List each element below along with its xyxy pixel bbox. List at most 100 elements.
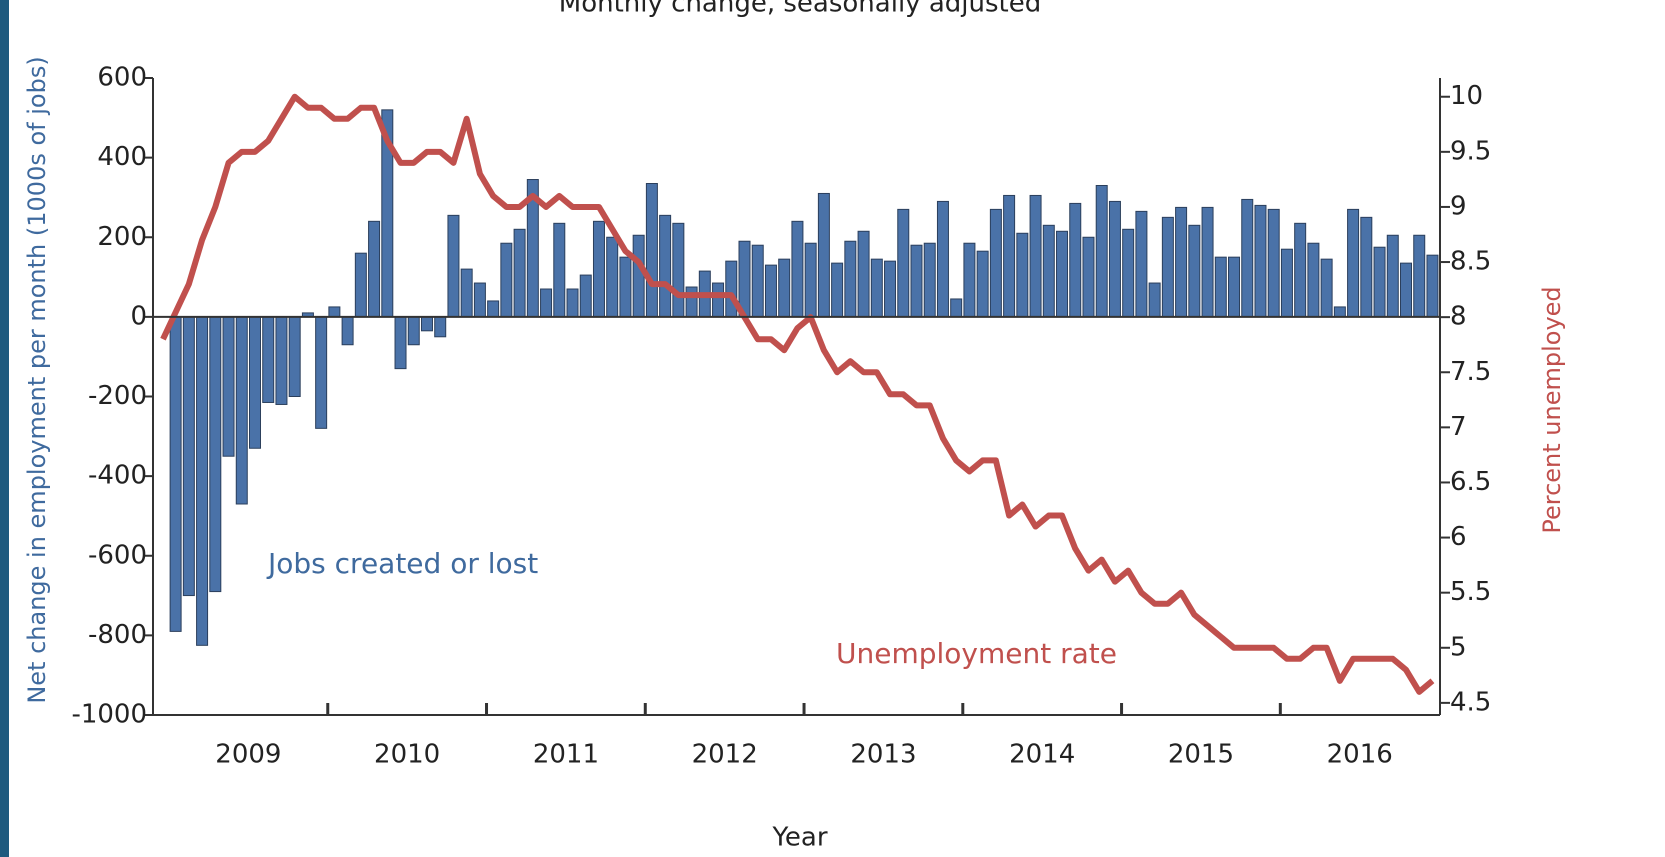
bar	[989, 208, 1002, 318]
bar	[1029, 194, 1042, 318]
bar	[1228, 256, 1241, 318]
bar	[950, 298, 963, 318]
bar	[1042, 224, 1055, 318]
bar	[1347, 208, 1360, 318]
bar	[1400, 262, 1413, 318]
bar	[619, 256, 632, 318]
bar	[831, 262, 844, 318]
bar	[182, 316, 195, 597]
bar	[764, 264, 777, 318]
bar	[804, 242, 817, 318]
x-tick-label: 2016	[1327, 740, 1393, 770]
x-tick-label: 2011	[533, 740, 599, 770]
bar	[817, 192, 830, 318]
bar	[712, 282, 725, 318]
bar	[1069, 202, 1082, 318]
series-annotation: Unemployment rate	[836, 637, 1117, 670]
y2-tick-label: 6.5	[1450, 467, 1491, 497]
y-tick-label: -1000	[71, 700, 147, 730]
y-axis-label: Net change in employment per month (1000…	[23, 56, 51, 703]
bar	[1108, 200, 1121, 318]
bar	[1360, 216, 1373, 318]
line	[160, 93, 1435, 695]
side-strip	[0, 0, 9, 857]
bar	[394, 316, 407, 370]
y2-axis-label: Percent unemployed	[1538, 286, 1566, 533]
y2-tick-label: 4.5	[1450, 687, 1491, 717]
x-tick-label: 2015	[1168, 740, 1234, 770]
y2-tick-label: 8.5	[1450, 247, 1491, 277]
y-tick-label: 0	[130, 301, 147, 331]
bar	[645, 183, 658, 318]
series-annotation: Jobs created or lost	[266, 547, 538, 580]
bar	[592, 220, 605, 318]
x-tick-label: 2009	[215, 740, 281, 770]
bar	[1056, 230, 1069, 318]
x-axis-label: Year	[771, 823, 827, 853]
bar	[196, 316, 209, 646]
y2-tick-label: 9.5	[1450, 136, 1491, 166]
y2-tick-label: 7.5	[1450, 357, 1491, 387]
bar	[1254, 204, 1267, 318]
bar	[328, 306, 341, 318]
x-tick-label: 2013	[850, 740, 916, 770]
y-tick-label: 400	[97, 142, 147, 172]
bar	[1373, 246, 1386, 318]
bar	[672, 222, 685, 318]
bar	[897, 208, 910, 318]
x-tick-label: 2012	[692, 740, 758, 770]
bar	[1188, 224, 1201, 318]
bar	[1161, 216, 1174, 318]
bar	[1003, 194, 1016, 318]
bar	[632, 234, 645, 318]
bar	[791, 220, 804, 318]
bar	[844, 240, 857, 318]
bar	[368, 220, 381, 318]
bar	[1280, 248, 1293, 318]
y2-tick-label: 9	[1450, 191, 1467, 221]
bar	[434, 316, 447, 338]
bar	[1426, 254, 1439, 318]
bar	[884, 260, 897, 318]
bar	[1201, 206, 1214, 318]
x-tick-label: 2010	[374, 740, 440, 770]
bar	[315, 316, 328, 429]
y-tick-label: -600	[88, 540, 147, 570]
bar	[685, 286, 698, 318]
bar	[553, 222, 566, 318]
bar	[963, 242, 976, 318]
bar	[1386, 234, 1399, 318]
bar	[778, 258, 791, 318]
bar	[1148, 282, 1161, 318]
y-tick-label: -800	[88, 620, 147, 650]
bar	[341, 316, 354, 346]
y-tick-label: 200	[97, 222, 147, 252]
bar	[725, 260, 738, 318]
bar	[1413, 234, 1426, 318]
bar	[447, 214, 460, 318]
bar	[923, 242, 936, 318]
bar	[870, 258, 883, 318]
bar	[288, 316, 301, 397]
bar	[473, 282, 486, 318]
bar	[1333, 306, 1346, 318]
y2-tick-label: 5	[1450, 632, 1467, 662]
y-tick-label: 600	[97, 63, 147, 93]
bar	[910, 244, 923, 318]
bar	[1294, 222, 1307, 318]
chart-title: Monthly change, seasonally adjusted	[559, 0, 1041, 19]
bar	[1241, 198, 1254, 318]
bar	[1135, 210, 1148, 318]
y2-tick-label: 7	[1450, 412, 1467, 442]
bar	[659, 214, 672, 318]
bar	[540, 288, 553, 318]
bar	[1082, 236, 1095, 318]
y2-tick-label: 5.5	[1450, 577, 1491, 607]
bar	[262, 316, 275, 403]
bar	[1320, 258, 1333, 318]
bar	[169, 316, 182, 632]
y-tick-label: -400	[88, 461, 147, 491]
y2-tick-label: 10	[1450, 81, 1483, 111]
